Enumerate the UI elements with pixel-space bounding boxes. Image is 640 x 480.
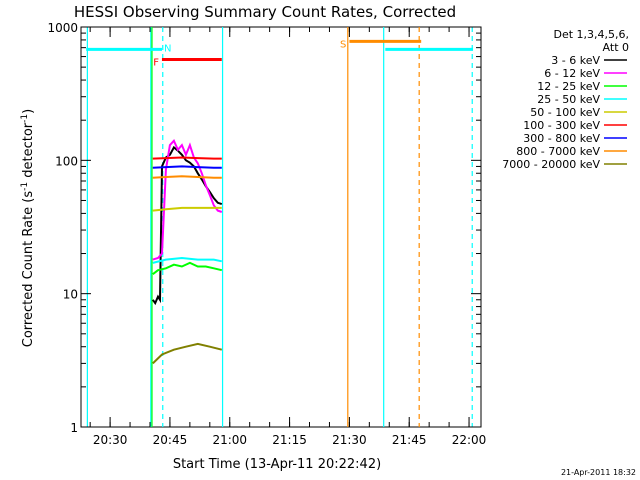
footer-date: 21-Apr-2011 18:32 — [561, 468, 636, 477]
legend-entry-label: 3 - 6 keV — [551, 54, 600, 67]
legend-entry-label: 25 - 50 keV — [537, 93, 600, 106]
legend-entry-label: 100 - 300 keV — [523, 119, 600, 132]
y-tick-label: 1000 — [47, 21, 78, 35]
y-axis-label: Corrected Count Rate (s-1 detector-1) — [20, 109, 36, 347]
x-axis-label: Start Time (13-Apr-11 20:22:42) — [173, 457, 381, 472]
legend-entry-label: 50 - 100 keV — [530, 106, 600, 119]
flag-label-f: F — [153, 58, 159, 69]
series-line-5-0 — [152, 156, 222, 160]
legend-entry-label: 7000 - 20000 keV — [502, 158, 600, 171]
plot-area: NF S 1 10 100 1000 20:30 20:45 21:00 21:15 21:30 21… — [47, 21, 486, 447]
x-tick-label: 20:45 — [153, 433, 188, 447]
legend-entry-label: 300 - 800 keV — [523, 132, 600, 145]
series-line-2-0 — [152, 261, 223, 275]
flag-label-s: S — [340, 39, 346, 50]
x-tick-label: 22:00 — [452, 433, 487, 447]
plot-frame — [80, 26, 482, 428]
y-tick-label: 1 — [70, 421, 78, 435]
series-line-4-0 — [152, 206, 222, 212]
legend-entry-label: 800 - 7000 keV — [516, 145, 600, 158]
legend-header-line1: Det 1,3,4,5,6, — [553, 28, 629, 41]
legend-entry-label: 12 - 25 keV — [537, 80, 600, 93]
x-tick-label: 21:45 — [392, 433, 427, 447]
series-line-8-0 — [152, 342, 223, 365]
x-tick-label: 21:15 — [272, 433, 307, 447]
legend-header-line2: Att 0 — [603, 41, 629, 54]
y-tick-label: 100 — [55, 154, 78, 168]
chart-title: HESSI Observing Summary Count Rates, Cor… — [74, 3, 456, 21]
series-line-7-0 — [152, 175, 222, 179]
series-line-1-0 — [152, 139, 223, 261]
x-tick-label: 20:30 — [93, 433, 128, 447]
flag-label-n: N — [164, 43, 171, 54]
series-line-6-0 — [152, 165, 222, 169]
x-tick-label: 21:30 — [332, 433, 367, 447]
y-tick-label: 10 — [63, 288, 78, 302]
x-tick-label: 21:00 — [212, 433, 247, 447]
legend-entry-label: 6 - 12 keV — [544, 67, 600, 80]
series-line-3-0 — [152, 256, 223, 264]
